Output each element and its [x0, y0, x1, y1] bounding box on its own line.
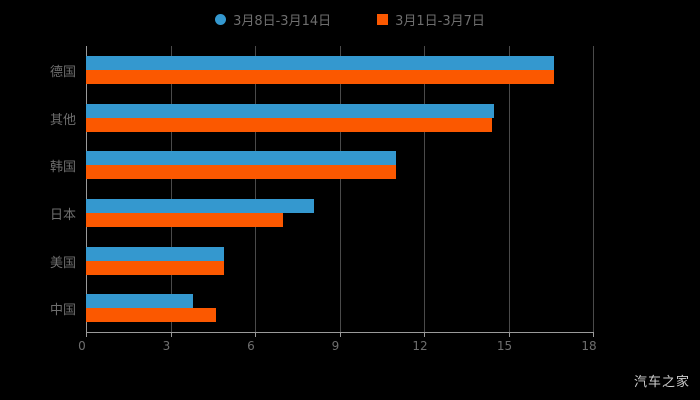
bar-series-1[interactable] [86, 151, 396, 166]
x-axis-tick-label: 6 [247, 339, 255, 353]
bar-series-2[interactable] [86, 165, 396, 180]
bar-series-1[interactable] [86, 55, 554, 70]
legend-circle-marker-icon [215, 14, 227, 25]
plot-area [86, 46, 594, 332]
bar-series-2[interactable] [86, 69, 554, 84]
bar-series-2[interactable] [86, 117, 492, 132]
legend-label-series-1: 3月8日-3月14日 [233, 14, 332, 29]
bar-series-1[interactable] [86, 294, 194, 309]
x-axis-tick-label: 18 [581, 339, 597, 353]
bar-series-1[interactable] [86, 198, 315, 213]
bar-series-1[interactable] [86, 103, 495, 118]
bar-series-2[interactable] [86, 260, 225, 275]
x-axis-tick-mark [339, 332, 341, 337]
x-axis-tick-label: 9 [331, 339, 340, 353]
x-axis-tick-label: 12 [412, 339, 428, 353]
bar-series-2[interactable] [86, 212, 284, 227]
x-axis-tick-mark [86, 332, 87, 337]
y-axis-category-label: 韩国 [49, 160, 76, 176]
y-axis-category-label: 日本 [49, 207, 76, 223]
gridline [424, 46, 425, 332]
y-axis-category-label: 德国 [49, 64, 76, 80]
y-axis-category-label: 中国 [49, 303, 76, 319]
watermark: 汽车之家 [633, 375, 690, 390]
legend-square-marker-icon [377, 14, 389, 25]
bar-series-1[interactable] [86, 246, 225, 261]
x-axis-tick-mark [424, 332, 425, 337]
chart-legend: 3月8日-3月14日 3月1日-3月7日 [0, 10, 700, 29]
x-axis-tick-label: 0 [78, 339, 86, 353]
gridline [255, 46, 256, 332]
legend-item-series-1[interactable]: 3月8日-3月14日 [215, 10, 331, 29]
gridline [508, 46, 510, 332]
gridline [339, 46, 341, 332]
x-axis-tick-mark [255, 332, 256, 337]
x-axis-tick-mark [170, 332, 172, 337]
x-axis-tick-mark [593, 332, 594, 337]
legend-item-series-2[interactable]: 3月1日-3月7日 [377, 10, 485, 29]
gridline [593, 46, 594, 332]
y-axis-category-label: 其他 [49, 112, 76, 128]
gridline [170, 46, 172, 332]
x-axis-tick-mark [508, 332, 510, 337]
bar-series-2[interactable] [86, 308, 216, 323]
x-axis-tick-label: 15 [496, 339, 513, 353]
y-axis-category-label: 美国 [49, 255, 76, 271]
gridline [86, 46, 87, 332]
legend-label-series-2: 3月1日-3月7日 [395, 14, 485, 29]
x-axis-tick-label: 3 [162, 339, 171, 353]
